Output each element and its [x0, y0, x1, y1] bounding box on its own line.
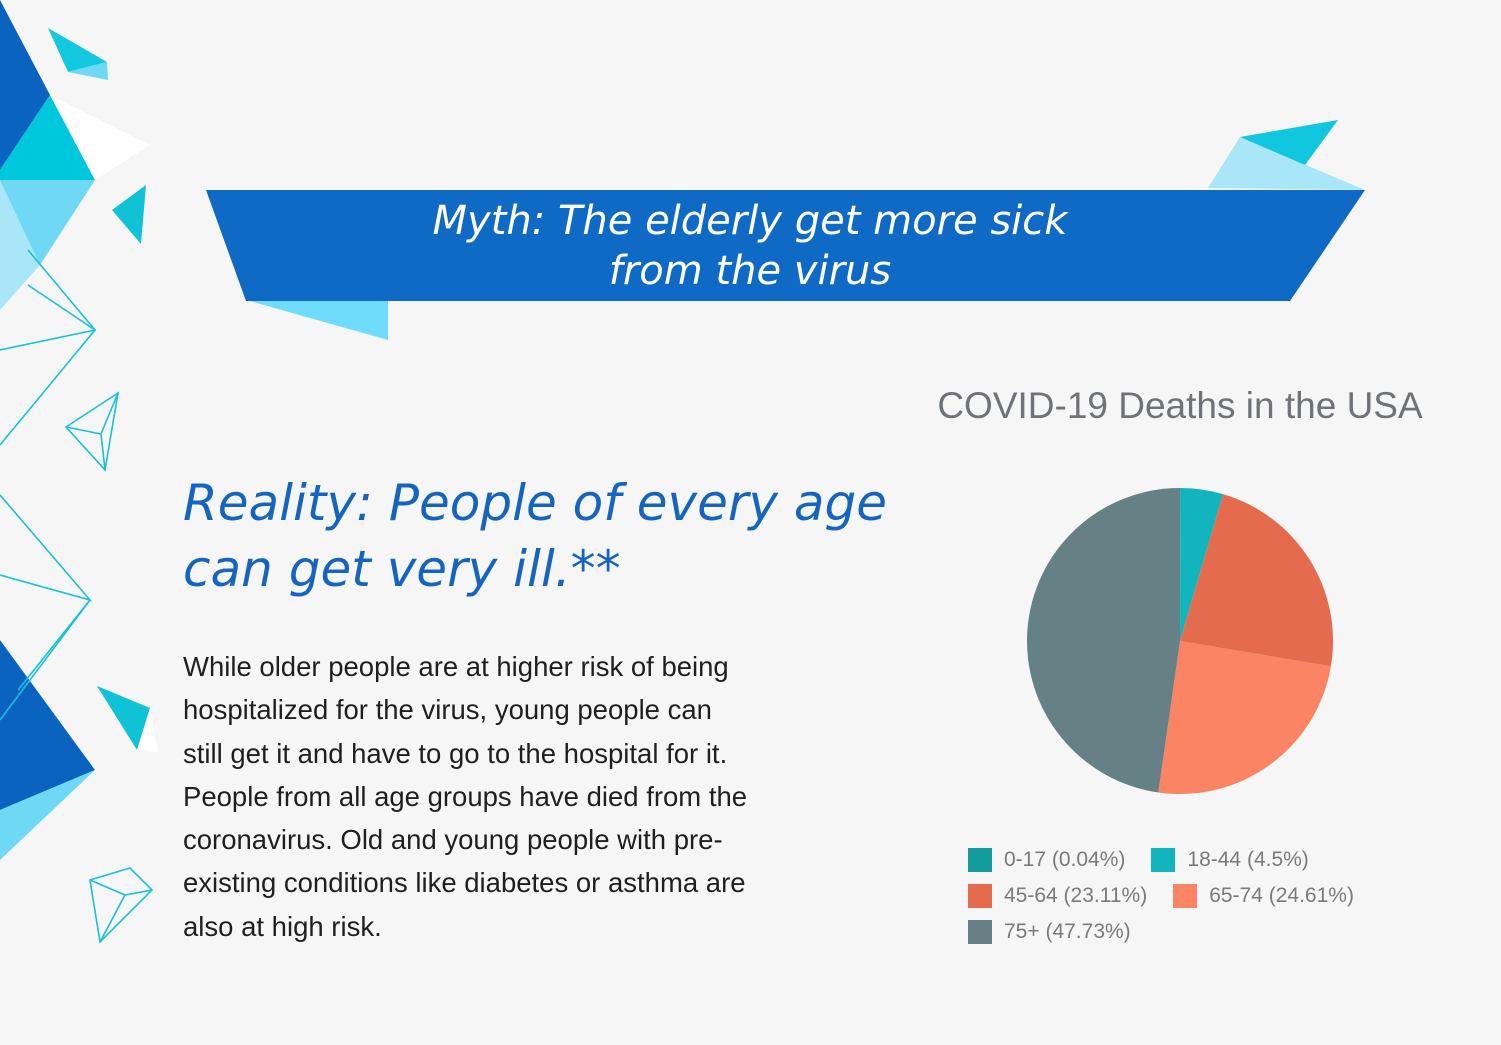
decor-triangle [68, 62, 108, 80]
legend-item: 45-64 (23.11%) [968, 884, 1147, 908]
decor-triangle [137, 708, 158, 752]
legend-label: 18-44 (4.5%) [1187, 848, 1309, 871]
pie-slice [1180, 494, 1333, 667]
chart-legend: 0-17 (0.04%) 18-44 (4.5%) 45-64 (23.11%)… [968, 842, 1468, 950]
legend-swatch [968, 848, 992, 872]
pie-slice [1027, 488, 1180, 793]
legend-item: 65-74 (24.61%) [1173, 884, 1354, 908]
legend-swatch [1151, 848, 1176, 872]
legend-swatch [968, 884, 992, 908]
chart-title: COVID-19 Deaths in the USA [937, 385, 1423, 426]
pie-slice [1158, 641, 1331, 794]
reality-heading: Reality: People of every age can get ver… [183, 474, 888, 598]
body-line: also at high risk. [183, 910, 382, 942]
legend-item: 0-17 (0.04%) [968, 848, 1125, 872]
myth-banner [206, 190, 1365, 301]
decor-triangle [0, 770, 95, 860]
legend-item: 75+ (47.73%) [968, 920, 1131, 944]
body-line: existing conditions like diabetes or ast… [183, 867, 746, 899]
legend-label: 75+ (47.73%) [1004, 920, 1131, 943]
legend-label: 65-74 (24.61%) [1209, 884, 1354, 907]
decor-triangle [50, 95, 150, 180]
body-line: still get it and have to go to the hospi… [183, 737, 728, 769]
legend-label: 45-64 (23.11%) [1004, 884, 1148, 907]
banner-accent [1240, 120, 1338, 165]
decor-triangle [0, 95, 95, 180]
legend-item: 18-44 (4.5%) [1151, 848, 1309, 872]
body-line: coronavirus. Old and young people with p… [183, 824, 723, 856]
decor-triangle [112, 185, 146, 244]
decor-triangle [48, 28, 107, 72]
banner-accent [246, 300, 388, 340]
legend-swatch [968, 920, 992, 944]
decor-triangle [0, 180, 40, 310]
decor-lines [0, 249, 154, 944]
body-line: While older people are at higher risk of… [183, 651, 729, 682]
myth-title: Myth: The elderly get more sick from the… [432, 198, 1068, 294]
legend-swatch [1173, 884, 1198, 908]
body-line: People from all age groups have died fro… [183, 780, 748, 812]
decor-triangle [0, 640, 95, 810]
pie-chart [1027, 488, 1333, 794]
decor-triangle [0, 0, 50, 170]
body-paragraph: While older people are at higher risk of… [183, 645, 883, 948]
decor-triangle [97, 686, 150, 750]
body-line: hospitalized for the virus, young people… [183, 694, 712, 726]
legend-label: 0-17 (0.04%) [1004, 848, 1126, 871]
banner-accent [1208, 137, 1365, 190]
pie-slice [1180, 488, 1224, 641]
